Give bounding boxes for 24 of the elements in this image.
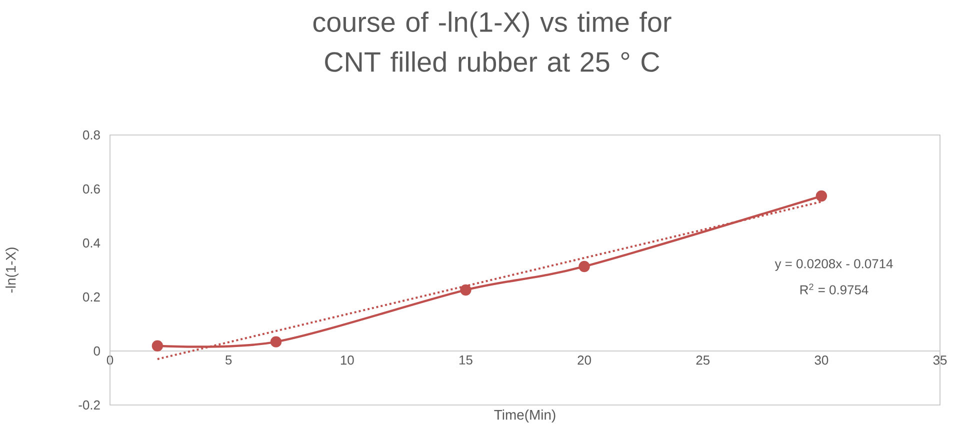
y-tick-label: 0 [94,346,100,356]
y-tick-label: 0.4 [82,238,100,248]
annotation: y = 0.0208x - 0.0714 [774,259,893,271]
y-axis-title: -ln(1-X) [6,248,18,293]
x-tick-label: 10 [340,356,354,365]
point [816,190,828,202]
point [578,260,590,272]
x-tick-label: 0 [106,356,114,365]
y-tick-label: 0.6 [82,184,100,194]
x-tick-label: 30 [814,356,828,365]
annotation: R$^{2}$ = 0.9754 [800,284,868,294]
x-tick-label: 20 [578,356,591,365]
x-tick-label: 35 [933,356,947,365]
y-tick-label: 0.2 [82,292,100,302]
x-tick-label: 5 [225,356,232,365]
x-axis-title: Time(Min) [494,410,556,423]
x-tick-label: 15 [460,356,472,365]
y-tick-label: -0.2 [78,400,100,410]
y-tick-label: 0.8 [82,130,100,140]
point [152,340,164,352]
chart-title: course of -ln(1-X) vs time for CNT filled rubber at 25 ° C [313,12,672,72]
point [270,336,282,348]
point [460,284,472,296]
x-tick-label: 25 [696,356,710,365]
